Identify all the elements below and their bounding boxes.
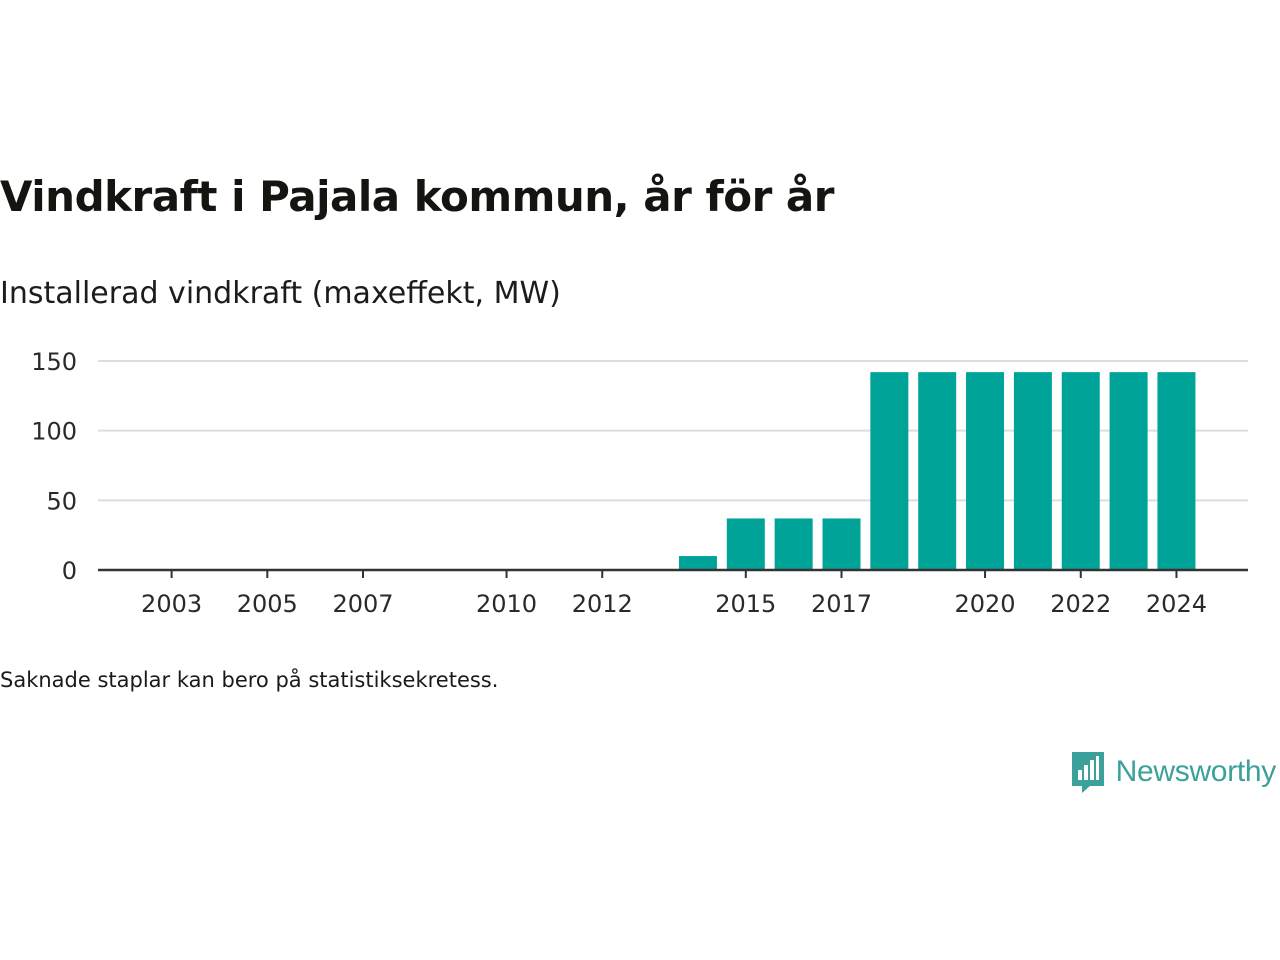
x-tick-label: 2010 xyxy=(476,590,537,618)
y-tick-label: 50 xyxy=(46,487,77,515)
bar-2019 xyxy=(918,372,957,570)
brand-name: Newsworthy xyxy=(1115,755,1277,788)
newsworthy-brand: Newsworthy xyxy=(1070,748,1276,796)
bar-chart: 0 50 100 150 2003 2005 2007 2010 2012 2015 2017 202… xyxy=(31,348,1248,618)
y-tick-label: 100 xyxy=(31,418,77,446)
x-tick-label: 2007 xyxy=(332,590,393,618)
chart-subtitle: Installerad vindkraft (maxeffekt, MW) xyxy=(0,276,561,311)
newsworthy-logo-icon xyxy=(1071,752,1104,793)
bar-2023 xyxy=(1109,372,1148,570)
bar-2020 xyxy=(966,372,1005,570)
bar-2017 xyxy=(822,518,861,570)
bar-2014 xyxy=(678,556,717,570)
bar-2022 xyxy=(1061,372,1100,570)
y-tick-label: 0 xyxy=(62,557,77,585)
x-tick-label: 2022 xyxy=(1050,590,1111,618)
x-tick-label: 2020 xyxy=(955,590,1016,618)
bar-2018 xyxy=(870,372,909,570)
bar-2016 xyxy=(774,518,813,570)
x-tick-label: 2017 xyxy=(811,590,872,618)
y-tick-label: 150 xyxy=(31,348,77,376)
bar-2024 xyxy=(1157,372,1196,570)
x-tick-label: 2015 xyxy=(715,590,776,618)
x-tick-label: 2024 xyxy=(1146,590,1207,618)
chart-title: Vindkraft i Pajala kommun, år för år xyxy=(0,172,834,221)
x-tick-label: 2012 xyxy=(572,590,633,618)
x-tick-label: 2003 xyxy=(141,590,202,618)
x-tick-label: 2005 xyxy=(237,590,298,618)
bar-2015 xyxy=(726,518,765,570)
bar-2021 xyxy=(1013,372,1052,570)
footnote: Saknade staplar kan bero på statistiksek… xyxy=(0,668,499,692)
